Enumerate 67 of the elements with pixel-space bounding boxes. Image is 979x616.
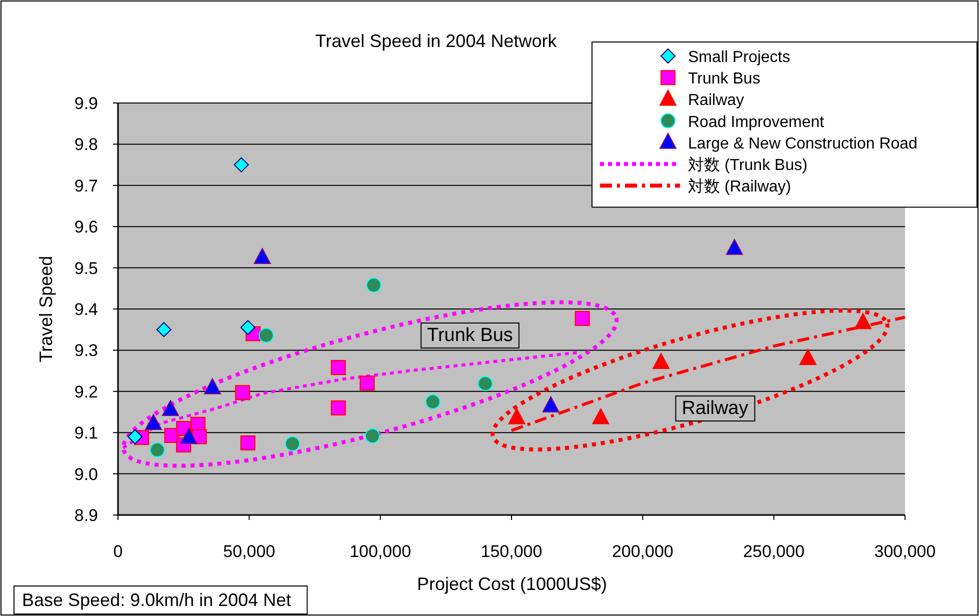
- annotation: Trunk Bus: [427, 325, 513, 346]
- legend-item: Large & New Construction Road: [659, 132, 918, 152]
- x-tick-label: 100,000: [350, 542, 412, 561]
- y-tick-label: 9.7: [74, 176, 98, 196]
- legend-label: 対数 (Trunk Bus): [688, 156, 808, 174]
- point: [156, 322, 172, 338]
- text: Base Speed: 9.0km/h in 2004 Net: [22, 590, 292, 610]
- point: [542, 396, 560, 412]
- y-tick-label: 9.8: [74, 135, 98, 154]
- point: [854, 313, 872, 330]
- y-tick-label: 8.9: [74, 506, 98, 525]
- x-tick-label: 300,000: [874, 542, 936, 561]
- point: [652, 353, 670, 370]
- legend-label: Trunk Bus: [688, 70, 760, 88]
- y-tick-label: 9.0: [74, 464, 98, 484]
- legend-item: Railway: [659, 89, 744, 110]
- y-tick-label: 9.3: [74, 341, 98, 360]
- legend-label: 対数 (Railway): [688, 178, 792, 196]
- y-tick-label: 9.4: [74, 300, 98, 319]
- point: [364, 428, 380, 444]
- y-tick-label: 9.9: [74, 94, 98, 113]
- point: [204, 378, 221, 394]
- x-tick-label: 50,000: [223, 542, 276, 561]
- point: [234, 157, 249, 172]
- point: [240, 320, 256, 336]
- point: [726, 238, 743, 255]
- point: [180, 428, 198, 444]
- point: [150, 442, 165, 458]
- point: [330, 400, 346, 416]
- y-axis-title: Travel Speed: [36, 256, 56, 362]
- x-tick-label: 150,000: [480, 542, 542, 561]
- x-tick-label: 200,000: [612, 542, 674, 561]
- annotation: Railway: [682, 398, 749, 419]
- point: [425, 394, 440, 410]
- x-axis-title: Project Cost (1000US$): [416, 574, 608, 594]
- point: [366, 278, 382, 293]
- legend-item: Road Improvement: [660, 113, 824, 131]
- point: [574, 310, 590, 326]
- point: [254, 248, 271, 264]
- legend-label: Road Improvement: [688, 114, 825, 131]
- y-tick-label: 9.2: [74, 382, 98, 402]
- legend-label: Small Projects: [688, 49, 790, 66]
- point: [799, 348, 816, 365]
- point: [128, 429, 143, 444]
- point: [284, 436, 300, 452]
- point: [240, 435, 256, 450]
- point: [144, 414, 162, 430]
- point: [508, 408, 526, 424]
- legend-item: 対数 (Trunk Bus): [600, 157, 808, 174]
- point: [235, 385, 250, 400]
- point: [258, 328, 274, 343]
- x-tick-label: 0: [113, 542, 123, 561]
- point: [592, 408, 610, 424]
- legend-item: Trunk Bus: [660, 70, 760, 88]
- point: [478, 376, 493, 392]
- y-tick-label: 9.6: [74, 218, 98, 237]
- point: [360, 376, 375, 391]
- legend-label: Railway: [688, 92, 744, 110]
- legend-label: Large & New Construction Road: [688, 135, 918, 152]
- legend-item: Small Projects: [660, 48, 790, 66]
- chart-title: Travel Speed in 2004 Network: [315, 31, 558, 51]
- point: [330, 360, 346, 376]
- y-tick-label: 9.5: [74, 258, 98, 278]
- x-tick-label: 250,000: [743, 542, 805, 561]
- y-tick-label: 9.1: [74, 424, 98, 443]
- point: [162, 400, 179, 416]
- legend-item: 対数 (Railway): [600, 178, 792, 196]
